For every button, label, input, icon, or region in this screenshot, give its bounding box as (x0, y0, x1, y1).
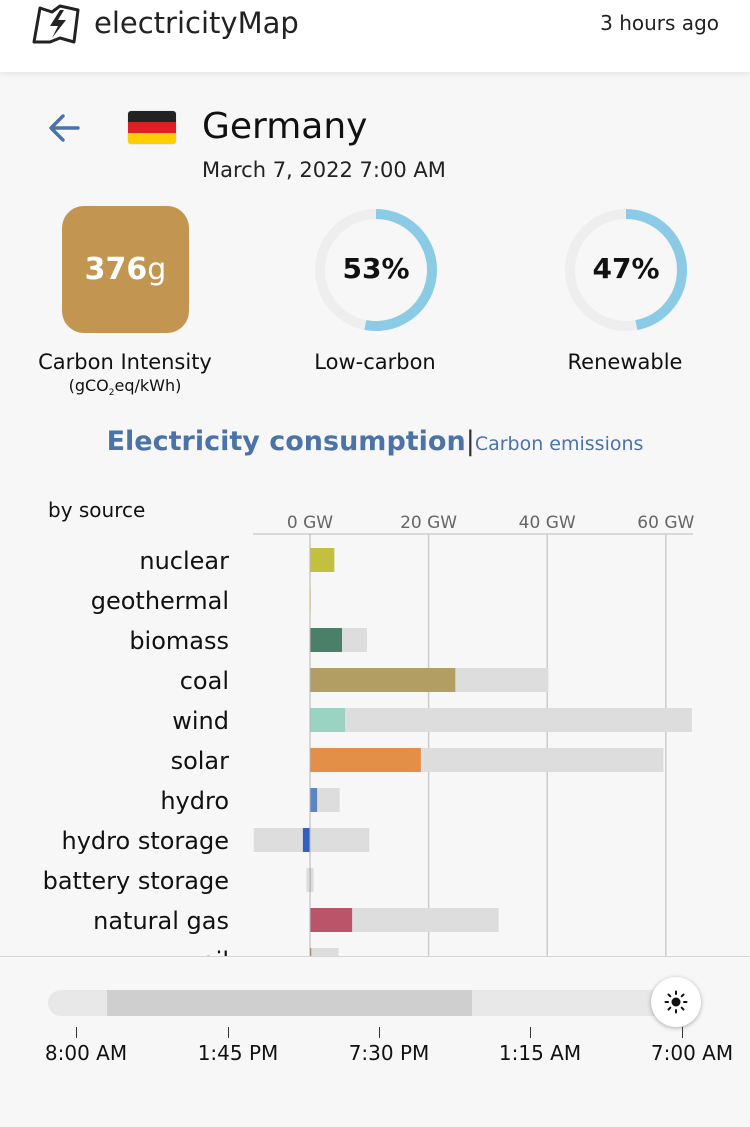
carbon-intensity-value: 376 (84, 252, 148, 287)
timeline-label: 1:15 AM (498, 1041, 582, 1065)
category-label: battery storage (43, 867, 229, 895)
flag-stripe (128, 111, 176, 122)
flag-stripe (128, 133, 176, 144)
renewable-gauge (565, 209, 687, 331)
renewable-value: 47% (592, 252, 660, 285)
timeline-tick (682, 1027, 683, 1038)
category-label: natural gas (93, 907, 229, 935)
tab-electricity-consumption[interactable]: Electricity consumption (106, 426, 466, 457)
capacity-bar (253, 828, 370, 852)
production-bar (310, 668, 456, 692)
low-carbon-gauge (315, 209, 437, 331)
timeline-tick (379, 1027, 380, 1038)
category-label: oil (201, 947, 229, 956)
carbon-intensity-unit: g (147, 252, 167, 287)
timeline-label: 1:45 PM (197, 1041, 279, 1065)
bar-chart: 0 GW 20 GW 40 GW 60 GW nuclear geothermal biom… (43, 513, 694, 956)
x-tick-label: 40 GW (519, 513, 576, 533)
arrow-left-icon[interactable] (46, 110, 82, 146)
capacity-bar (310, 708, 692, 732)
brand-name: electricityMap (94, 6, 299, 40)
zone-name: Germany (202, 106, 368, 147)
timeline-tick (228, 1027, 229, 1038)
app-header: electricityMap 3 hours ago (0, 0, 750, 72)
production-chart: by source 0 GW 20 GW 40 GW 60 GW nuclear geot… (0, 490, 750, 956)
chart-mode-tabs: Electricity consumption|Carbon emissions (0, 426, 750, 457)
tab-separator: | (465, 426, 475, 457)
timeline-label: 7:00 AM (650, 1041, 734, 1065)
category-label: coal (180, 667, 229, 695)
x-tick-label: 0 GW (287, 513, 333, 533)
chart-title: by source (48, 498, 146, 522)
timeline-tick (76, 1027, 77, 1038)
tab-carbon-emissions[interactable]: Carbon emissions (474, 433, 644, 455)
category-label: biomass (129, 627, 229, 655)
category-label: nuclear (139, 547, 229, 575)
category-label: hydro (160, 787, 229, 815)
production-bar (310, 628, 343, 652)
carbon-intensity-unit-label: (gCO2eq/kWh) (68, 376, 182, 399)
timeline-label: 7:30 PM (348, 1041, 430, 1065)
category-label: geothermal (91, 587, 229, 615)
zone-datetime: March 7, 2022 7:00 AM (202, 158, 446, 182)
low-carbon-value: 53% (342, 252, 410, 285)
last-updated: 3 hours ago (600, 11, 719, 35)
production-bar (310, 548, 335, 572)
production-bar (310, 708, 345, 732)
x-tick-label: 20 GW (400, 513, 457, 533)
sun-icon (664, 990, 688, 1014)
time-slider-panel: 8:00 AM 1:45 PM 7:30 PM 1:15 AM 7:00 AM (0, 956, 750, 1127)
low-carbon-label: Low-carbon (314, 350, 436, 374)
capacity-bar (310, 948, 339, 956)
carbon-intensity-badge: 376 g (62, 206, 189, 333)
germany-flag-icon (128, 111, 176, 144)
time-slider-thumb[interactable] (651, 977, 701, 1027)
night-shade (107, 990, 472, 1016)
x-tick-label: 60 GW (637, 513, 694, 533)
timeline-tick (530, 1027, 531, 1038)
gauge-fill (565, 209, 687, 331)
category-label: hydro storage (62, 827, 229, 855)
production-bar (302, 828, 310, 852)
production-bar (310, 948, 312, 956)
category-label: wind (172, 707, 229, 735)
production-bar (310, 748, 421, 772)
renewable-label: Renewable (567, 350, 683, 374)
production-bar (310, 788, 318, 812)
flag-stripe (128, 122, 176, 133)
category-label: solar (171, 747, 230, 775)
carbon-intensity-label: Carbon Intensity (38, 350, 212, 374)
timeline-label: 8:00 AM (44, 1041, 128, 1065)
lightning-map-icon[interactable] (30, 2, 82, 44)
production-bar (310, 908, 353, 932)
gauge-fill (315, 209, 437, 331)
